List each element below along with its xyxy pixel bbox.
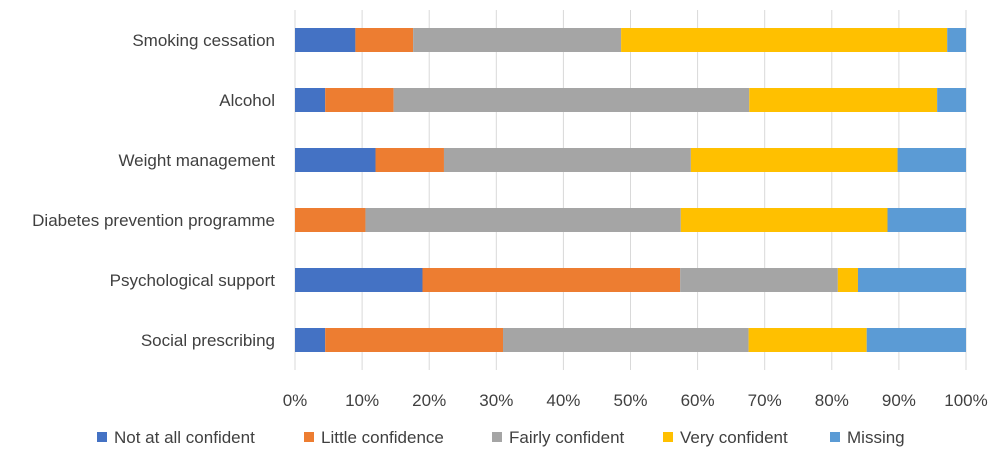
bar-segment (621, 28, 948, 52)
bar-segment (325, 328, 504, 352)
x-tick-label: 40% (546, 391, 580, 410)
bar-segment (937, 88, 966, 112)
bar-segment (355, 28, 414, 52)
legend-swatch (97, 432, 107, 442)
bar-segment (680, 268, 838, 292)
gridlines (294, 10, 967, 370)
x-axis-ticks: 0% 10% 20% 30% 40% 50% 60% 70% 80% 90% 100% (283, 391, 988, 410)
legend-label: Very confident (680, 428, 788, 447)
legend-label: Missing (847, 428, 905, 447)
legend-swatch (492, 432, 502, 442)
bar-segment (503, 328, 749, 352)
legend-swatch (304, 432, 314, 442)
x-tick-label: 50% (613, 391, 647, 410)
bar-segment (325, 88, 394, 112)
bar-segment (295, 268, 423, 292)
x-tick-label: 60% (681, 391, 715, 410)
x-tick-label: 20% (412, 391, 446, 410)
category-label: Smoking cessation (132, 31, 275, 50)
x-tick-label: 80% (815, 391, 849, 410)
bar-segment (680, 208, 888, 232)
bar-segment (422, 268, 681, 292)
legend-label: Fairly confident (509, 428, 625, 447)
category-labels: Smoking cessation Alcohol Weight managemen… (32, 31, 275, 350)
legend-swatch (830, 432, 840, 442)
bar-segment (365, 208, 681, 232)
bar-segment (749, 88, 938, 112)
legend-label: Little confidence (321, 428, 444, 447)
legend: Not at all confident Little confidence Fai… (97, 428, 905, 447)
category-label: Psychological support (110, 271, 276, 290)
bar-segment (866, 328, 966, 352)
x-tick-label: 10% (345, 391, 379, 410)
bar-segment (413, 28, 622, 52)
bar-segment (295, 328, 326, 352)
bar-segment (837, 268, 858, 292)
bar-segment (375, 148, 444, 172)
bar-segment (295, 208, 366, 232)
bars (295, 28, 966, 352)
bar-segment (857, 268, 966, 292)
x-tick-label: 30% (479, 391, 513, 410)
legend-swatch (663, 432, 673, 442)
legend-label: Not at all confident (114, 428, 255, 447)
bar-segment (443, 148, 691, 172)
bar-segment (690, 148, 898, 172)
bar-segment (295, 28, 356, 52)
x-tick-label: 100% (944, 391, 987, 410)
bar-segment (748, 328, 867, 352)
bar-segment (295, 148, 376, 172)
bar-segment (897, 148, 966, 172)
x-tick-label: 70% (748, 391, 782, 410)
bar-segment (295, 88, 326, 112)
category-label: Alcohol (219, 91, 275, 110)
bar-segment (393, 88, 750, 112)
bar-segment (887, 208, 966, 232)
category-label: Weight management (118, 151, 275, 170)
category-label: Social prescribing (141, 331, 275, 350)
bar-segment (947, 28, 966, 52)
category-label: Diabetes prevention programme (32, 211, 275, 230)
x-tick-label: 0% (283, 391, 308, 410)
x-tick-label: 90% (882, 391, 916, 410)
